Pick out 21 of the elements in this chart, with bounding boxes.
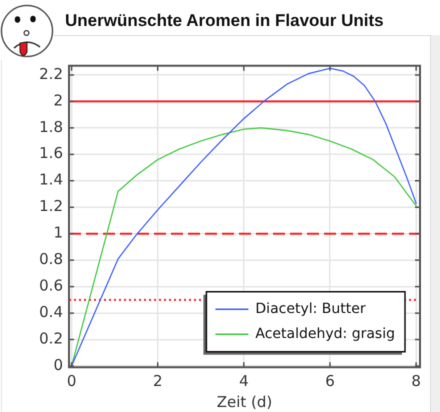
y-tick-label: 0 [53, 356, 63, 374]
x-tick-label: 8 [411, 372, 421, 390]
y-tick-label: 0.2 [39, 329, 63, 348]
x-tick-label: 0 [66, 372, 76, 390]
y-tick-label: 1.2 [39, 197, 63, 216]
y-tick-label: 2 [53, 91, 63, 110]
legend-label: Acetaldehyd: grasig [255, 326, 396, 342]
y-tick-label: 1.6 [39, 144, 63, 162]
y-tick-label: 1 [53, 224, 63, 242]
x-tick-label: 4 [239, 372, 249, 390]
y-tick-label: 2.2 [39, 64, 63, 83]
x-tick-label: 2 [152, 372, 162, 390]
y-tick-label: 1.4 [39, 170, 63, 189]
chart-title: Unerwünschte Aromen in Flavour Units [65, 11, 384, 30]
y-tick-label: 1.8 [39, 118, 63, 136]
legend-label: Diacetyl: Butter [255, 300, 366, 317]
y-tick-label: 0.8 [39, 250, 63, 268]
y-tick-label: 0.4 [39, 302, 63, 321]
y-tick-label: 0.6 [39, 276, 63, 294]
x-tick-label: 6 [325, 372, 335, 390]
x-axis-title: Zeit (d) [216, 392, 272, 411]
